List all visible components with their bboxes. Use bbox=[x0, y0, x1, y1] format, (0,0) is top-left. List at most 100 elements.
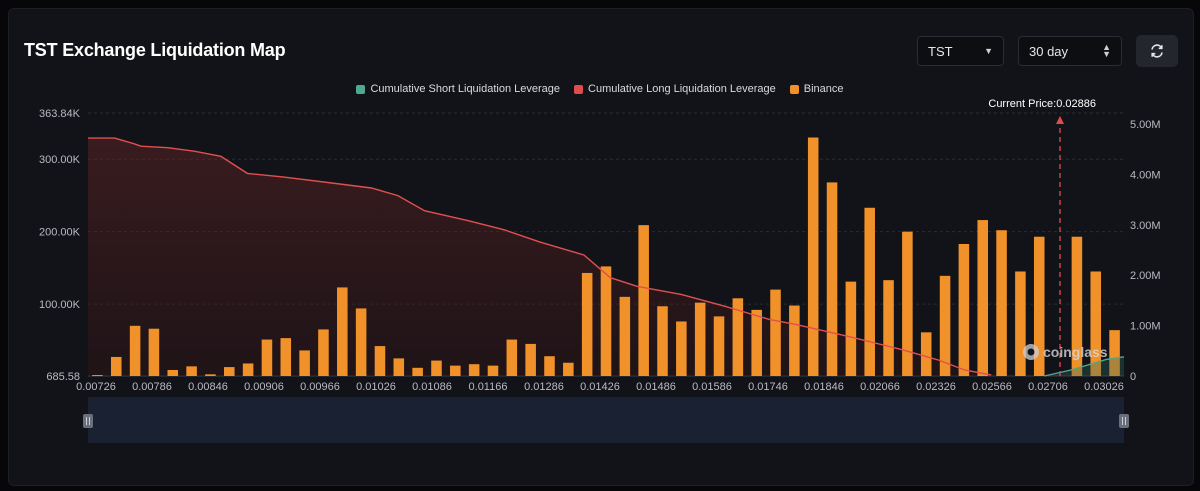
range-select[interactable]: 30 day ▲ ▼ bbox=[1018, 36, 1122, 66]
short-liquidation-line bbox=[1044, 356, 1125, 377]
x-tick-label: 0.00966 bbox=[300, 381, 340, 393]
binance-bar bbox=[431, 360, 442, 376]
legend-swatch-short bbox=[356, 84, 366, 94]
binance-bar bbox=[563, 362, 574, 376]
left-tick-label: 300.00K bbox=[39, 154, 81, 166]
binance-bar bbox=[751, 309, 762, 376]
binance-bar bbox=[468, 364, 480, 376]
x-tick-label: 0.00906 bbox=[244, 381, 284, 393]
x-tick-label: 0.01486 bbox=[636, 381, 676, 393]
zoom-slider-track[interactable] bbox=[88, 397, 1124, 443]
right-tick-label: 2.00M bbox=[1130, 270, 1161, 282]
binance-bar bbox=[412, 367, 423, 376]
left-tick-label: 100.00K bbox=[39, 299, 81, 311]
binance-bar bbox=[845, 281, 857, 376]
x-tick-label: 0.01166 bbox=[469, 381, 508, 393]
binance-bar bbox=[1015, 271, 1026, 376]
x-axis-ticks: 0.00726 0.00786 0.00846 0.00906 0.00966 0.010… bbox=[76, 381, 1124, 393]
legend-label-short: Cumulative Short Liquidation Leverage bbox=[370, 83, 561, 95]
current-price-marker: Current Price:0.02886 bbox=[988, 98, 1096, 376]
binance-bar bbox=[864, 207, 875, 376]
x-tick-label: 0.01586 bbox=[692, 381, 732, 393]
refresh-button[interactable] bbox=[1136, 35, 1178, 67]
x-tick-label: 0.01846 bbox=[804, 381, 844, 393]
binance-bars bbox=[92, 137, 1120, 377]
binance-bar bbox=[826, 182, 838, 376]
binance-bar bbox=[977, 220, 989, 376]
x-tick-label: 0.01746 bbox=[748, 381, 788, 393]
legend-item-long[interactable]: Cumulative Long Liquidation Leverage bbox=[574, 83, 776, 95]
binance-bar bbox=[205, 374, 216, 376]
binance-bar bbox=[167, 369, 179, 376]
x-tick-label: 0.02706 bbox=[1028, 381, 1068, 393]
binance-bar bbox=[374, 346, 386, 376]
zoom-handle-right[interactable] bbox=[1119, 414, 1129, 428]
binance-bar bbox=[318, 329, 329, 376]
binance-bar bbox=[732, 298, 744, 376]
binance-bar bbox=[487, 365, 499, 376]
x-tick-label: 0.02066 bbox=[860, 381, 900, 393]
legend-label-binance: Binance bbox=[803, 83, 844, 95]
x-tick-label: 0.00726 bbox=[76, 381, 116, 393]
updown-icon: ▲ ▼ bbox=[1102, 42, 1111, 59]
binance-bar bbox=[1033, 236, 1045, 376]
binance-bar bbox=[544, 356, 555, 376]
long-liquidation-line bbox=[88, 137, 992, 376]
binance-bar bbox=[299, 350, 310, 376]
left-tick-label: 685.58 bbox=[46, 371, 80, 383]
x-tick-label: 0.01086 bbox=[412, 381, 452, 393]
binance-bar bbox=[713, 316, 725, 376]
binance-bar bbox=[939, 275, 951, 376]
binance-bar bbox=[789, 305, 800, 376]
current-price-label: Current Price:0.02886 bbox=[988, 98, 1096, 110]
binance-bar bbox=[223, 367, 235, 376]
legend-item-short[interactable]: Cumulative Short Liquidation Leverage bbox=[356, 83, 560, 95]
binance-bar bbox=[657, 306, 668, 376]
binance-bar bbox=[337, 287, 348, 376]
binance-bar bbox=[148, 328, 160, 376]
binance-bar bbox=[619, 296, 631, 376]
binance-bar bbox=[110, 356, 122, 376]
x-tick-label: 0.03026 bbox=[1084, 381, 1124, 393]
x-tick-label: 0.02326 bbox=[916, 381, 956, 393]
binance-bar bbox=[506, 339, 518, 376]
binance-bar bbox=[92, 375, 103, 377]
zoom-handle-left[interactable] bbox=[83, 414, 93, 428]
x-tick-label: 0.00846 bbox=[188, 381, 228, 393]
binance-bar bbox=[883, 280, 894, 376]
legend-item-binance[interactable]: Binance bbox=[789, 83, 844, 95]
symbol-select[interactable]: TST ▼ bbox=[917, 36, 1004, 66]
right-tick-label: 5.00M bbox=[1130, 119, 1161, 131]
x-tick-label: 0.01026 bbox=[356, 381, 396, 393]
binance-bar bbox=[600, 266, 612, 376]
binance-bar bbox=[186, 366, 197, 376]
left-tick-label: 363.84K bbox=[39, 108, 81, 120]
binance-bar bbox=[1090, 271, 1102, 376]
binance-bar bbox=[242, 363, 254, 376]
binance-bar bbox=[393, 358, 405, 376]
binance-bar bbox=[902, 231, 913, 376]
legend-label-long: Cumulative Long Liquidation Leverage bbox=[588, 83, 776, 95]
binance-bar bbox=[450, 365, 461, 376]
binance-bar bbox=[638, 225, 649, 376]
x-tick-label: 0.01286 bbox=[524, 381, 564, 393]
binance-bar bbox=[807, 137, 819, 376]
binance-bar bbox=[129, 325, 141, 376]
current-price-arrow-icon bbox=[1056, 116, 1064, 124]
binance-bar bbox=[770, 289, 781, 376]
binance-bar bbox=[1109, 330, 1120, 376]
binance-bar bbox=[1071, 236, 1083, 376]
refresh-icon bbox=[1151, 44, 1163, 58]
binance-bar bbox=[996, 230, 1007, 376]
x-tick-label: 0.01426 bbox=[580, 381, 620, 393]
right-tick-label: 0 bbox=[1130, 371, 1136, 383]
binance-bar bbox=[958, 243, 970, 376]
right-tick-label: 3.00M bbox=[1130, 220, 1161, 232]
left-tick-label: 200.00K bbox=[39, 227, 81, 239]
legend-swatch-binance bbox=[789, 84, 799, 94]
binance-bar bbox=[694, 302, 706, 376]
left-axis-ticks: 685.58 100.00K 200.00K 300.00K 363.84K bbox=[39, 108, 81, 383]
right-tick-label: 1.00M bbox=[1130, 321, 1161, 333]
binance-bar bbox=[280, 338, 292, 376]
